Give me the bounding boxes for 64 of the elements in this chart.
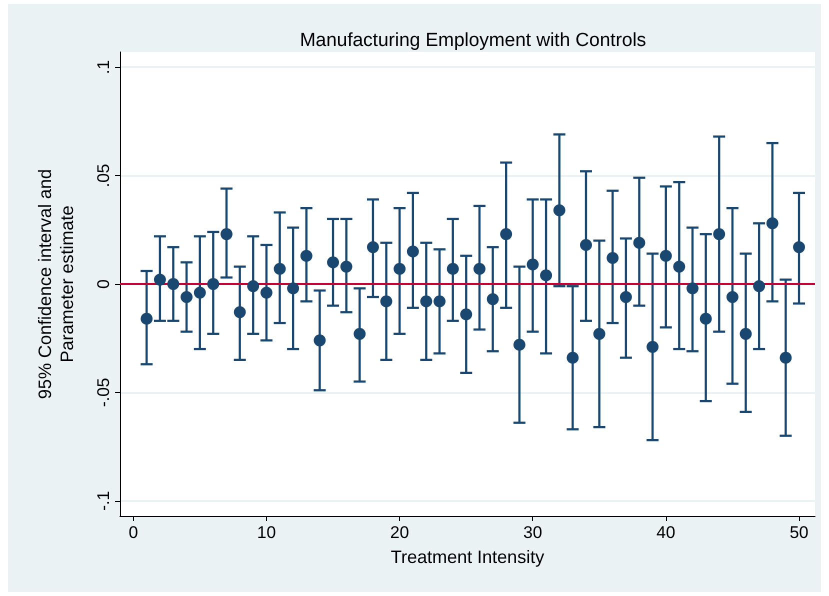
x-tick-label: 20 bbox=[390, 523, 410, 542]
point bbox=[766, 217, 778, 230]
point bbox=[726, 291, 738, 304]
point bbox=[300, 250, 312, 262]
point bbox=[327, 256, 340, 268]
point bbox=[753, 280, 766, 292]
y-tick-label: .05 bbox=[94, 164, 113, 188]
point bbox=[234, 306, 246, 318]
point bbox=[580, 238, 592, 251]
point bbox=[180, 291, 193, 304]
y-axis-title: 95% Confidence interval and Parameter estimate bbox=[35, 168, 77, 400]
point bbox=[713, 228, 726, 240]
point bbox=[194, 286, 206, 299]
point bbox=[780, 352, 792, 364]
x-tick-label: 50 bbox=[790, 523, 808, 542]
x-tick-label: 30 bbox=[523, 523, 542, 542]
chart-title: Manufacturing Employment with Controls bbox=[300, 30, 646, 51]
point bbox=[540, 269, 552, 282]
point bbox=[406, 245, 419, 258]
point bbox=[460, 308, 472, 320]
point bbox=[167, 278, 180, 290]
point bbox=[314, 334, 326, 346]
point bbox=[354, 328, 366, 340]
point bbox=[260, 286, 272, 299]
point bbox=[207, 278, 220, 290]
point bbox=[473, 262, 486, 275]
point bbox=[446, 262, 459, 275]
point bbox=[247, 280, 260, 292]
point bbox=[566, 352, 579, 364]
point bbox=[620, 291, 632, 304]
x-axis-title: Treatment Intensity bbox=[390, 547, 544, 567]
point bbox=[287, 282, 300, 294]
point bbox=[593, 328, 606, 340]
point bbox=[420, 295, 432, 308]
point bbox=[394, 262, 406, 275]
point bbox=[486, 293, 499, 306]
point bbox=[633, 236, 646, 249]
x-tick-label: 10 bbox=[256, 523, 276, 542]
y-tick-label: .1 bbox=[94, 60, 113, 74]
point bbox=[274, 262, 286, 275]
point bbox=[434, 295, 446, 308]
point bbox=[673, 260, 686, 273]
point bbox=[366, 241, 379, 254]
point bbox=[660, 250, 672, 262]
point bbox=[500, 228, 512, 240]
y-tick-label: -.05 bbox=[94, 378, 113, 408]
point bbox=[380, 295, 392, 308]
point bbox=[340, 260, 352, 273]
y-tick-label: 0 bbox=[94, 279, 113, 289]
point bbox=[526, 258, 539, 270]
x-tick-label: 40 bbox=[656, 523, 676, 542]
point bbox=[140, 312, 153, 325]
y-tick-label: -.1 bbox=[94, 490, 113, 511]
point bbox=[700, 312, 712, 325]
point bbox=[740, 328, 752, 340]
point bbox=[220, 228, 233, 240]
x-tick-label: 0 bbox=[128, 523, 138, 542]
point bbox=[793, 241, 806, 254]
point bbox=[513, 338, 526, 351]
point bbox=[154, 274, 166, 286]
point bbox=[606, 252, 619, 264]
point bbox=[553, 204, 566, 216]
point bbox=[646, 340, 659, 353]
point bbox=[686, 282, 699, 294]
